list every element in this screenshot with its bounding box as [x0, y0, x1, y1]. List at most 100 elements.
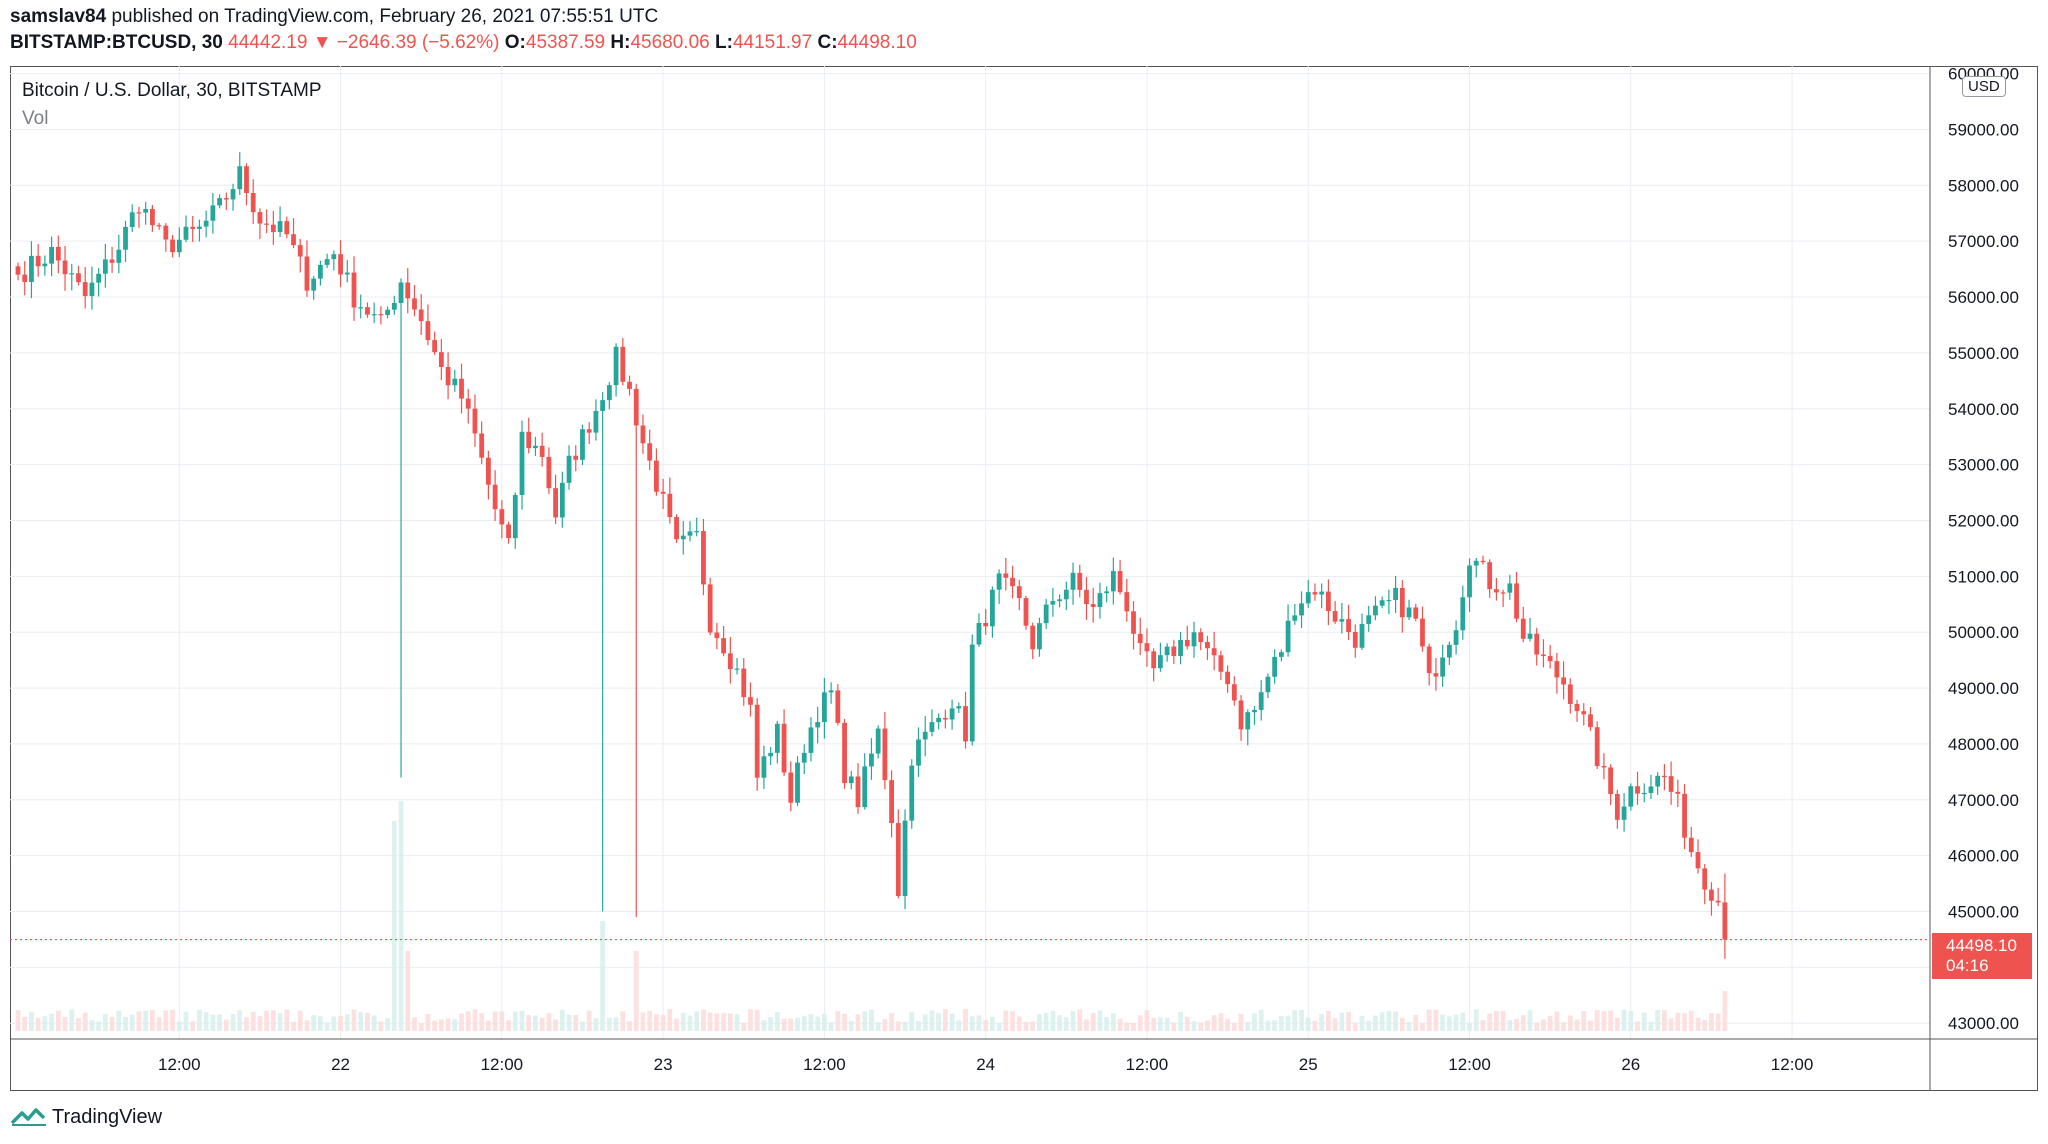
candle-body: [1453, 630, 1459, 645]
y-tick-label: 43000.00: [1948, 1014, 2019, 1033]
volume-bar: [1252, 1013, 1257, 1031]
symbol-name[interactable]: BITSTAMP:BTCUSD, 30: [10, 32, 223, 53]
volume-bar: [922, 1014, 928, 1031]
candle-body: [452, 378, 458, 386]
volume-bar: [862, 1011, 868, 1031]
volume-bar: [1225, 1018, 1230, 1031]
volume-bar: [1366, 1020, 1372, 1031]
candle-body: [1594, 727, 1600, 767]
volume-bar: [1104, 1016, 1110, 1031]
volume-bar: [472, 1009, 478, 1031]
volume-bar: [1688, 1010, 1694, 1031]
candle-body: [869, 753, 874, 767]
volume-bar: [62, 1016, 68, 1031]
candle-body: [539, 445, 545, 457]
candle-body: [418, 309, 424, 322]
tradingview-logo-icon[interactable]: [10, 1105, 48, 1129]
tradingview-brand[interactable]: TradingView: [52, 1105, 163, 1128]
candle-body: [143, 208, 149, 213]
candle-body: [701, 531, 706, 585]
candle-body: [1346, 619, 1351, 633]
candle-body: [909, 765, 915, 821]
volume-bar: [42, 1016, 48, 1031]
volume-bar: [1030, 1021, 1036, 1031]
chart-frame[interactable]: [10, 66, 2038, 1091]
candle-body: [1514, 583, 1519, 619]
volume-bar: [1292, 1010, 1298, 1031]
volume-bar: [1218, 1013, 1224, 1031]
volume-bar: [15, 1010, 21, 1031]
volume-bar: [344, 1014, 350, 1031]
candle-body: [707, 584, 713, 633]
volume-bar: [835, 1011, 841, 1031]
volume-bar: [1420, 1022, 1425, 1031]
volume-bar: [156, 1017, 162, 1031]
candle-body: [1312, 592, 1318, 595]
candle-body: [1225, 671, 1230, 685]
candle-body: [1547, 656, 1553, 662]
candle-body: [1292, 615, 1298, 621]
x-tick-label: 12:00: [1771, 1055, 1814, 1074]
volume-bar: [1016, 1016, 1022, 1031]
candle-body: [344, 272, 350, 275]
candle-body: [257, 212, 263, 224]
candle-body: [1406, 607, 1412, 618]
candle-body: [1211, 648, 1217, 656]
volume-bar: [1346, 1012, 1351, 1031]
candle-body: [848, 776, 854, 784]
candle-body: [1158, 655, 1163, 669]
candle-body: [774, 723, 780, 753]
candle-body: [533, 445, 538, 449]
candlestick-chart[interactable]: 43000.0044000.0045000.0046000.0047000.00…: [10, 66, 2038, 1091]
volume-bar: [22, 1016, 28, 1031]
volume-bar: [1393, 1011, 1398, 1031]
volume-bar: [627, 1021, 632, 1031]
candle-body: [1070, 572, 1076, 590]
candle-body: [949, 708, 955, 720]
currency-badge[interactable]: USD: [1962, 76, 2006, 97]
volume-bar: [244, 1017, 249, 1031]
volume-bar: [1151, 1017, 1157, 1031]
candle-body: [1655, 775, 1661, 787]
candle-body: [1191, 632, 1197, 647]
candle-body: [318, 264, 323, 279]
volume-bar: [788, 1018, 794, 1031]
candle-body: [1131, 611, 1136, 634]
volume-bar: [1722, 991, 1728, 1031]
candle-body: [1494, 589, 1499, 593]
candle-body: [1446, 644, 1452, 658]
candle-body: [1715, 900, 1721, 903]
candle-body: [284, 221, 290, 235]
candle-body: [1500, 592, 1506, 594]
y-tick-label: 51000.00: [1948, 567, 2019, 586]
candle-body: [546, 456, 552, 489]
candle-body: [492, 484, 498, 510]
publisher-name[interactable]: samslav84: [10, 6, 107, 27]
volume-bar: [1137, 1015, 1143, 1031]
x-tick-label: 12:00: [1448, 1055, 1491, 1074]
legend-title[interactable]: Bitcoin / U.S. Dollar, 30, BITSTAMP: [22, 80, 322, 101]
volume-bar: [1010, 1011, 1015, 1031]
y-tick-label: 45000.00: [1948, 903, 2019, 922]
volume-bar: [270, 1010, 276, 1031]
candle-body: [727, 653, 733, 670]
volume-bar: [1480, 1019, 1486, 1031]
volume-label[interactable]: Vol: [22, 108, 49, 129]
volume-bar: [311, 1015, 317, 1031]
candle-body: [600, 400, 606, 411]
volume-bar: [593, 1018, 599, 1031]
volume-bar: [1547, 1015, 1553, 1031]
volume-bar: [116, 1010, 122, 1031]
candle-body: [49, 246, 54, 264]
volume-bar: [479, 1013, 485, 1031]
volume-bar: [257, 1015, 263, 1031]
candle-body: [297, 245, 303, 257]
volume-bar: [378, 1021, 384, 1031]
close-value: 44498.10: [837, 32, 917, 53]
volume-bar: [526, 1015, 532, 1031]
publish-line: samslav84 published on TradingView.com, …: [10, 6, 658, 28]
candle-body: [996, 573, 1002, 590]
candle-body: [486, 457, 491, 485]
candle-body: [223, 198, 229, 200]
candle-body: [338, 254, 343, 275]
